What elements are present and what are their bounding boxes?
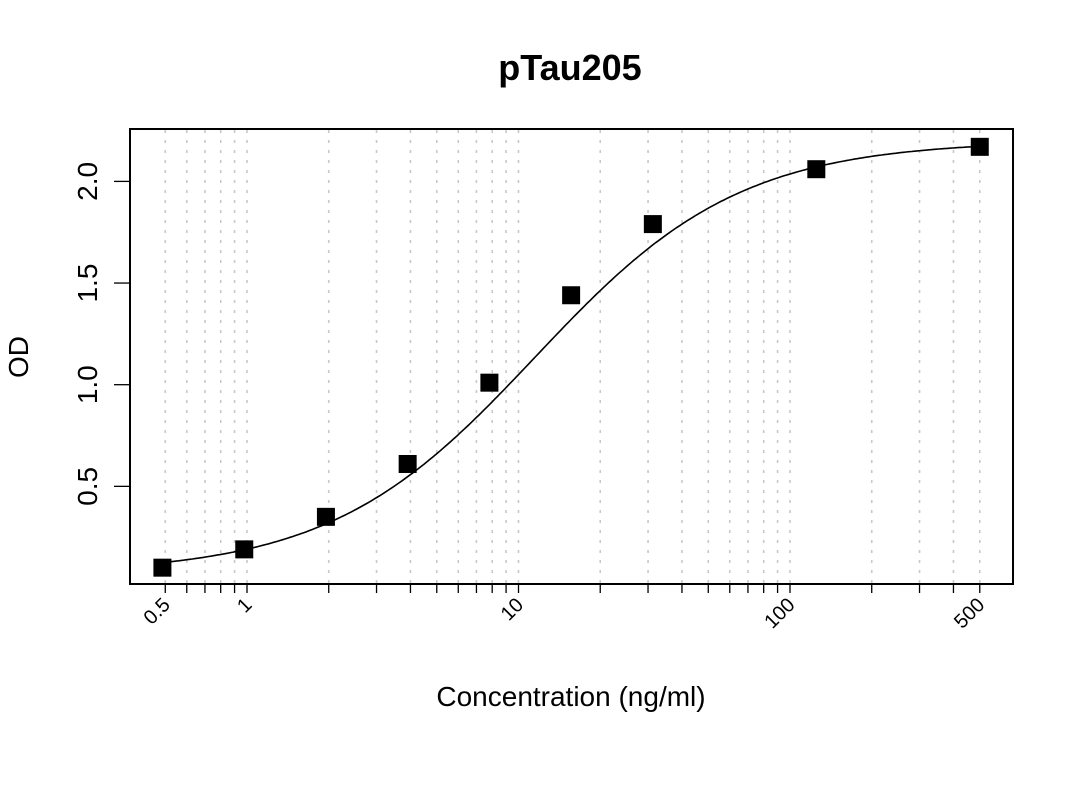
y-axis: 0.5 1.0 1.5 2.0 (72, 162, 130, 506)
grid-lines (164, 130, 981, 583)
x-tick-label: 10 (497, 594, 528, 625)
data-point (398, 454, 417, 473)
fit-curve (162, 145, 980, 564)
x-axis: 0.5 1 10 100 500 (140, 584, 989, 633)
data-point (562, 286, 581, 305)
data-point (235, 540, 254, 559)
data-point (970, 137, 989, 156)
x-tick-label: 100 (760, 594, 799, 633)
data-point (153, 558, 172, 577)
x-tick-label: 0.5 (140, 594, 175, 629)
data-point (643, 215, 662, 234)
plot-frame (129, 128, 1014, 585)
y-tick-label: 2.0 (72, 162, 103, 201)
data-points (153, 137, 989, 577)
x-tick-label: 500 (950, 594, 989, 633)
chart-title: pTau205 (498, 47, 641, 88)
data-point (807, 160, 826, 179)
y-tick-label: 1.0 (72, 365, 103, 404)
x-tick-label: 1 (233, 594, 256, 617)
x-axis-label: Concentration (ng/ml) (436, 681, 705, 712)
data-point (480, 373, 499, 392)
y-tick-label: 0.5 (72, 467, 103, 506)
y-axis-label: OD (3, 336, 34, 378)
data-point (316, 507, 335, 526)
y-tick-label: 1.5 (72, 264, 103, 303)
